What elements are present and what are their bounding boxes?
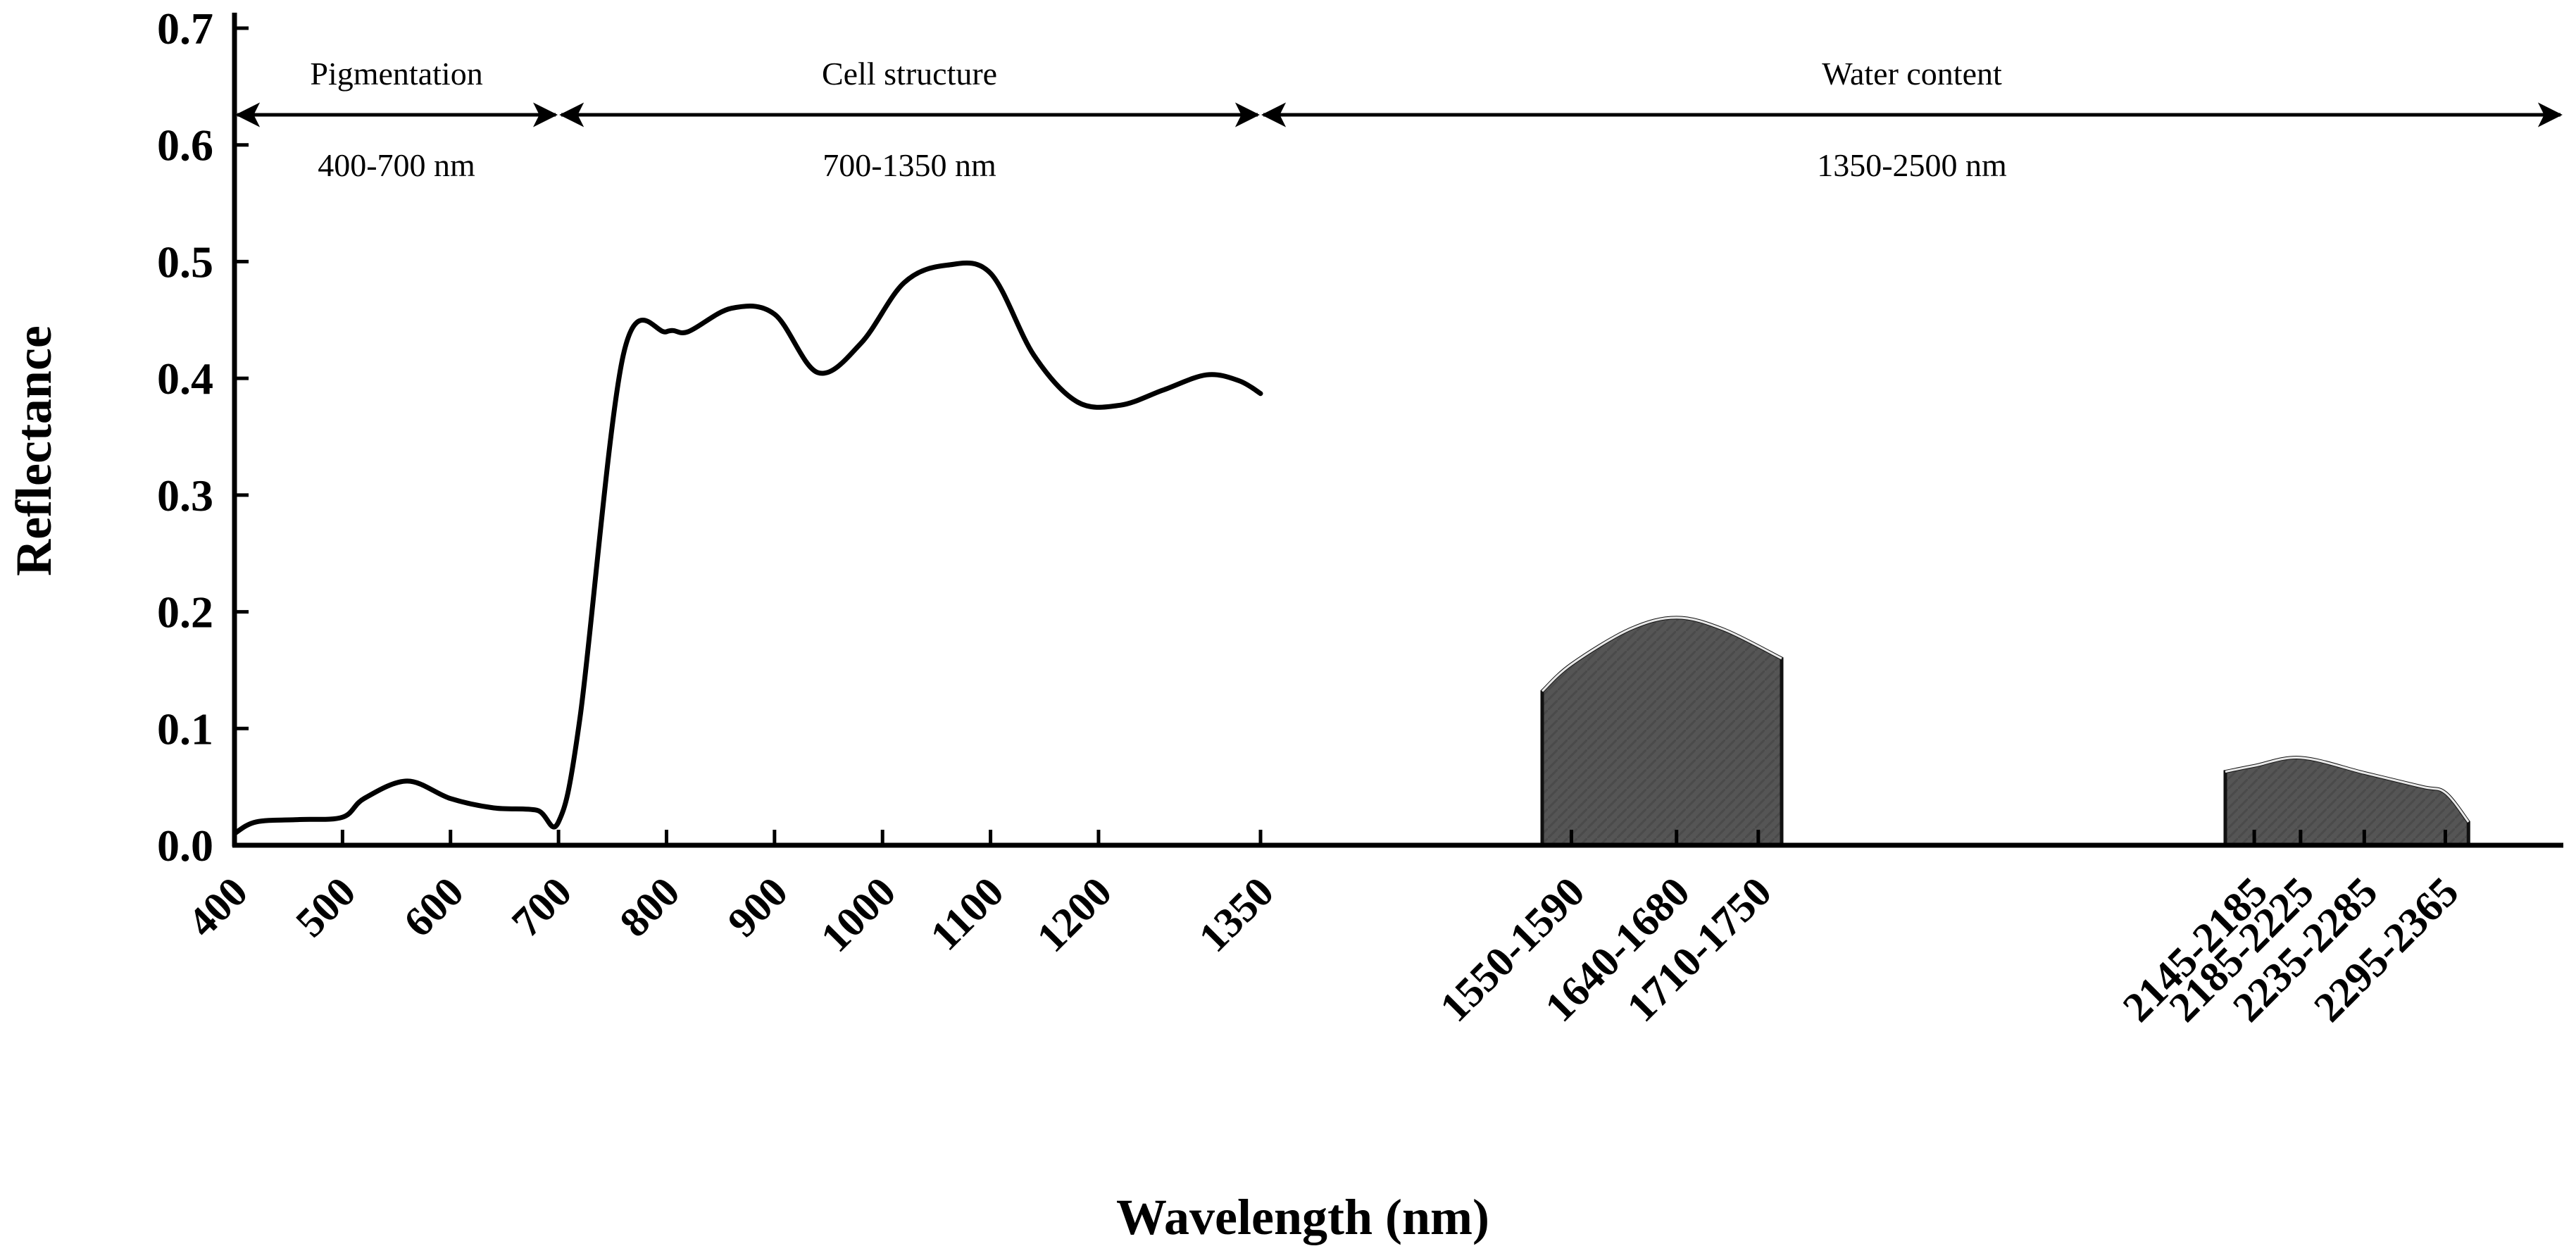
x-tick-label: 1200 (1028, 868, 1121, 961)
region-name-1: Pigmentation (310, 56, 482, 92)
y-tick-label: 0.4 (157, 354, 213, 404)
region-name-3: Water content (1822, 56, 2002, 92)
x-tick-label: 600 (395, 868, 473, 946)
region-range-1: 400-700 nm (318, 147, 475, 183)
region-range-2: 700-1350 nm (823, 147, 996, 183)
x-axis-title: Wavelength (nm) (1116, 1189, 1489, 1245)
spectrum-layer (232, 260, 1263, 836)
reflectance-line (232, 260, 1263, 836)
water-band-highlight-2 (2225, 756, 2470, 823)
x-tick-label: 1000 (812, 868, 905, 961)
y-tick-label: 0.3 (157, 471, 213, 521)
region-name-2: Cell structure (822, 56, 997, 92)
water-band-highlight-1 (1541, 616, 1782, 692)
x-tick-label: 500 (287, 868, 364, 946)
y-tick-label: 0.5 (157, 237, 213, 287)
x-tick-label: 900 (719, 868, 796, 946)
y-axis-title: Reflectance (6, 325, 62, 576)
water-absorption-bands (1540, 616, 2470, 847)
y-tick-label: 0.1 (157, 704, 213, 754)
x-tick-label: 800 (611, 868, 688, 946)
spectral-regions: Pigmentation 400-700 nm Cell structure 700-… (235, 56, 2563, 183)
y-tick-label: 0.6 (157, 120, 213, 170)
y-tick-label: 0.2 (157, 587, 213, 637)
x-tick-label: 400 (179, 868, 256, 946)
y-tick-label: 0.0 (157, 821, 213, 871)
region-range-3: 1350-2500 nm (1817, 147, 2007, 183)
water-band-area-2 (2223, 756, 2470, 847)
x-tick-label: 1100 (922, 868, 1013, 959)
water-band-area-1 (1540, 616, 1784, 847)
x-tick-label: 700 (503, 868, 580, 946)
x-tick-label: 1350 (1190, 868, 1283, 961)
y-tick-label: 0.7 (157, 4, 213, 54)
axes: 0.0 0.1 0.2 0.3 0.4 0.5 0.6 0.7 400 500 600 700 800 9… (157, 4, 2563, 1030)
